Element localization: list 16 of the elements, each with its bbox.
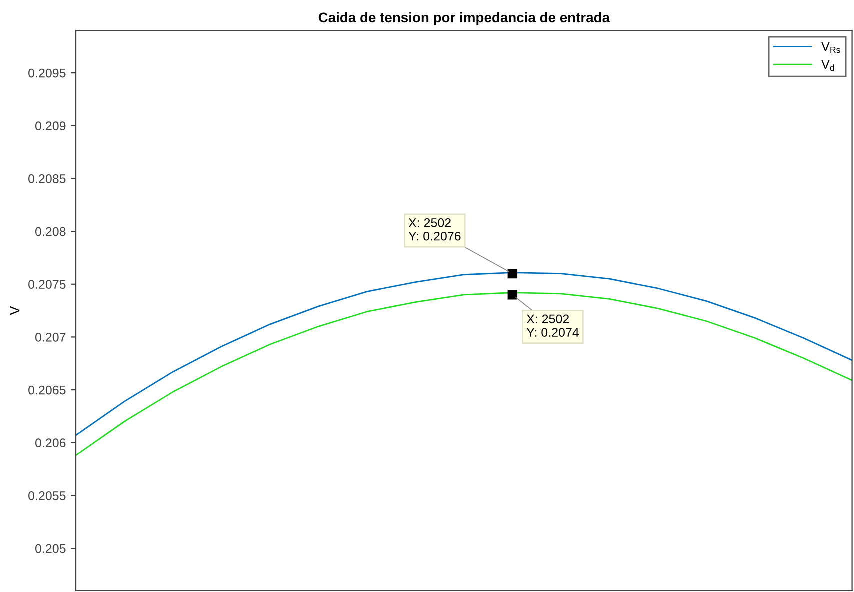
y-tick-label: 0.208 xyxy=(35,227,66,236)
y-tick-label: 0.207 xyxy=(35,333,66,342)
chart-title: Caida de tension por impedancia de entrada xyxy=(318,12,610,26)
y-tick-label: 0.2085 xyxy=(28,174,66,184)
y-tick-label: 0.209 xyxy=(35,122,66,131)
y-tick-label: 0.206 xyxy=(35,438,66,448)
legend-label: V$_{Rs}$ xyxy=(822,42,840,54)
legend-label: V$_{d}$ xyxy=(822,60,834,72)
annotation: X: 2502 Y: 0.2076 xyxy=(408,218,461,241)
y-axis-title: V xyxy=(10,306,20,316)
y-tick-label: 0.2095 xyxy=(28,68,66,78)
annotation: X: 2502 Y: 0.2074 xyxy=(526,314,580,338)
y-tick-label: 0.205 xyxy=(35,544,66,554)
y-tick-label: 0.2055 xyxy=(28,492,66,500)
y-tick-label: 0.2065 xyxy=(28,386,66,395)
y-tick-label: 0.2075 xyxy=(28,280,66,290)
